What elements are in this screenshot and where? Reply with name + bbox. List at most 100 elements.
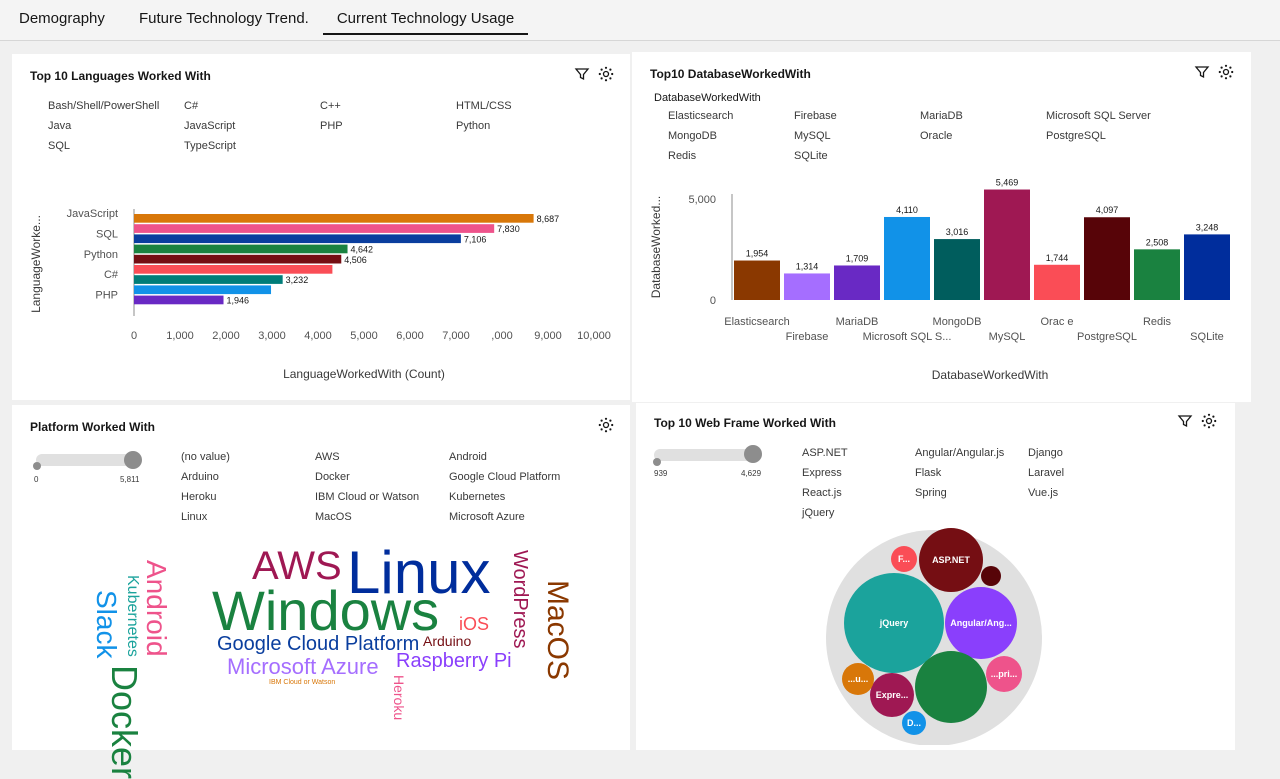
tab-demography[interactable]: Demography [19, 10, 105, 27]
bar[interactable] [134, 254, 342, 264]
legend-item[interactable]: C# [184, 100, 199, 112]
languages-panel: Top 10 Languages Worked With Bash/Shell/… [12, 54, 630, 400]
settings-icon[interactable] [1201, 413, 1217, 429]
bar[interactable] [134, 234, 461, 244]
legend-item[interactable]: Android [449, 451, 487, 463]
filter-icon[interactable] [1194, 64, 1210, 80]
bar[interactable] [1134, 249, 1180, 300]
legend-item[interactable]: C++ [320, 100, 341, 112]
legend-item[interactable]: TypeScript [184, 140, 236, 152]
legend-item[interactable]: AWS [315, 451, 340, 463]
bubble-laravel[interactable] [842, 663, 874, 695]
legend-item[interactable]: Elasticsearch [668, 110, 734, 122]
bubble-jquery[interactable] [844, 573, 944, 673]
legend-item[interactable]: PostgreSQL [1046, 130, 1106, 142]
bar[interactable] [134, 265, 333, 274]
legend-item[interactable]: Docker [315, 471, 350, 483]
bubble-django[interactable] [902, 711, 926, 735]
legend-item[interactable]: Linux [181, 511, 208, 523]
bar[interactable] [134, 214, 534, 223]
word-google-cloud-platform: Google Cloud Platform [217, 633, 420, 655]
size-range-slider[interactable] [36, 454, 136, 466]
legend-item[interactable]: ASP.NET [802, 447, 848, 459]
legend-item[interactable]: HTML/CSS [456, 100, 512, 112]
legend-item[interactable]: Redis [668, 150, 697, 162]
slider-min-label: 939 [654, 469, 668, 478]
bubble-angular[interactable] [945, 587, 1017, 659]
bar[interactable] [134, 295, 224, 305]
settings-icon[interactable] [598, 417, 614, 433]
bar[interactable] [134, 244, 348, 254]
bubble-aspnet[interactable] [919, 528, 983, 592]
bubble-label-flask: F... [898, 554, 910, 564]
tab-bar: Demography Future Technology Trend. Curr… [0, 0, 1280, 41]
bar[interactable] [784, 273, 830, 300]
slider-min-handle[interactable] [33, 462, 41, 470]
legend-item[interactable]: JavaScript [184, 120, 236, 132]
legend-item[interactable]: Heroku [181, 491, 217, 503]
legend-item[interactable]: Oracle [920, 130, 953, 142]
legend-item[interactable]: Google Cloud Platform [449, 471, 561, 483]
legend-item[interactable]: Django [1028, 447, 1063, 459]
bar[interactable] [984, 189, 1030, 300]
legend-item[interactable]: React.js [802, 487, 842, 499]
size-range-slider[interactable] [654, 449, 762, 461]
tab-current-technology-usage[interactable]: Current Technology Usage [323, 10, 528, 35]
legend-item[interactable]: Microsoft SQL Server [1046, 110, 1151, 122]
panel-title: Top 10 Web Frame Worked With [654, 416, 836, 430]
legend-item[interactable]: SQLite [794, 150, 828, 162]
slider-max-handle[interactable] [744, 445, 762, 463]
legend-item[interactable]: Java [48, 120, 72, 132]
filter-icon[interactable] [1177, 413, 1193, 429]
legend-item[interactable]: Arduino [181, 471, 219, 483]
bar-value-label: 4,097 [1096, 205, 1119, 215]
legend-item[interactable]: PHP [320, 120, 343, 132]
legend-item[interactable]: Express [802, 467, 842, 479]
legend-item[interactable]: Microsoft Azure [449, 511, 525, 523]
bubble-spring[interactable] [986, 656, 1022, 692]
settings-icon[interactable] [598, 66, 614, 82]
database-bar-chart: 0 5,000 1,954 Elasticsearch 1,314 Firebase 1,7… [649, 178, 1230, 382]
x-tick-label: PostgreSQL [1077, 331, 1137, 343]
bar[interactable] [1084, 217, 1130, 300]
legend-item[interactable]: MacOS [315, 511, 352, 523]
x-tick-label: MySQL [989, 331, 1026, 343]
legend-item[interactable]: Spring [915, 487, 947, 499]
x-tick-label: 9,000 [534, 330, 562, 342]
legend-item[interactable]: (no value) [181, 451, 230, 463]
legend-item[interactable]: jQuery [802, 507, 835, 519]
tab-future-technology-trend[interactable]: Future Technology Trend. [139, 10, 309, 27]
legend-item[interactable]: Firebase [794, 110, 837, 122]
bubble-react[interactable] [915, 651, 987, 723]
legend-item[interactable]: IBM Cloud or Watson [315, 491, 420, 503]
legend-item[interactable]: Laravel [1028, 467, 1065, 479]
legend-item[interactable]: Bash/Shell/PowerShell [48, 100, 160, 112]
bar[interactable] [134, 224, 495, 233]
settings-icon[interactable] [1218, 64, 1234, 80]
legend-item[interactable]: Flask [915, 467, 942, 479]
legend-item[interactable]: Kubernetes [449, 491, 506, 503]
legend-item[interactable]: Vue.js [1028, 487, 1059, 499]
legend-item[interactable]: Angular/Angular.js [915, 447, 1005, 459]
bar[interactable] [134, 285, 272, 295]
slider-max-handle[interactable] [124, 451, 142, 469]
legend-item[interactable]: SQL [48, 140, 71, 152]
filter-icon[interactable] [574, 66, 590, 82]
bubble-vuejs[interactable] [981, 566, 1001, 586]
legend-item[interactable]: Python [456, 120, 491, 132]
bubble-flask[interactable] [891, 546, 917, 572]
bar[interactable] [134, 275, 283, 284]
legend-item[interactable]: MongoDB [668, 130, 717, 142]
bar[interactable] [1034, 264, 1080, 300]
bar[interactable] [734, 260, 780, 300]
slider-min-handle[interactable] [653, 458, 661, 466]
legend-item[interactable]: MySQL [794, 130, 831, 142]
bar-value-label: 7,106 [464, 234, 487, 244]
bar[interactable] [1184, 234, 1230, 300]
bubble-express[interactable] [870, 673, 914, 717]
legend-item[interactable]: MariaDB [920, 110, 963, 122]
bar-value-label: 2,508 [1146, 237, 1169, 247]
bar[interactable] [884, 216, 930, 300]
bar[interactable] [834, 265, 880, 300]
bar[interactable] [934, 239, 980, 300]
